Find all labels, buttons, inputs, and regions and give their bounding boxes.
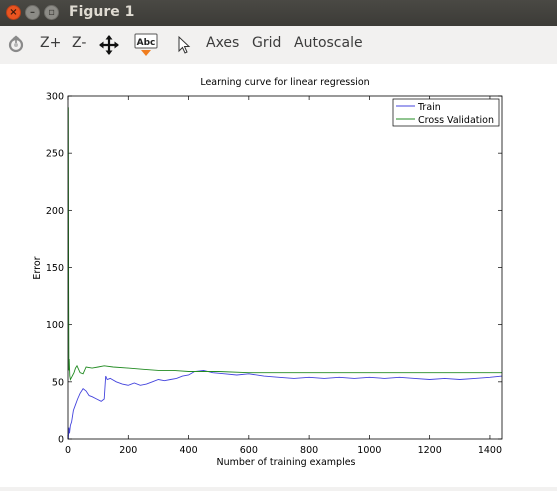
- x-tick-label: 600: [240, 445, 258, 456]
- axes-button[interactable]: Axes: [206, 35, 240, 51]
- figure-toolbar: Z+ Z- Abc Axes Grid Autoscale: [0, 26, 557, 64]
- legend-label-cv: Cross Validation: [418, 115, 494, 126]
- zoom-in-button[interactable]: Z+: [40, 35, 62, 51]
- text-annotation-icon[interactable]: Abc: [134, 33, 158, 57]
- x-axis-label: Number of training examples: [216, 457, 355, 468]
- rotate-icon[interactable]: [6, 35, 26, 55]
- maximize-button[interactable]: ▫: [44, 5, 59, 20]
- plot-area: [67, 95, 503, 440]
- close-button[interactable]: ×: [6, 5, 21, 20]
- y-tick-label: 50: [52, 377, 64, 388]
- x-tick-label: 0: [65, 445, 71, 456]
- y-tick-label: 300: [46, 92, 64, 103]
- pointer-icon[interactable]: [175, 35, 195, 55]
- learning-curve-chart[interactable]: Learning curve for linear regression 0 20…: [0, 64, 557, 487]
- x-tick-label: 200: [119, 445, 137, 456]
- legend: Train Cross Validation: [392, 98, 500, 127]
- x-tick-label: 400: [179, 445, 197, 456]
- x-tick-label: 1400: [478, 445, 502, 456]
- minimize-button[interactable]: –: [25, 5, 40, 20]
- pan-icon[interactable]: [99, 35, 119, 55]
- y-tick-label: 150: [46, 263, 64, 274]
- zoom-out-button[interactable]: Z-: [72, 35, 87, 51]
- legend-label-train: Train: [417, 102, 441, 113]
- y-tick-label: 100: [46, 320, 64, 331]
- x-tick-label: 1200: [418, 445, 442, 456]
- window-titlebar: × – ▫ Figure 1: [0, 0, 557, 26]
- figure-canvas: Learning curve for linear regression 0 20…: [0, 64, 557, 487]
- cross-validation-error-line: [67, 107, 502, 381]
- x-tick-label: 800: [300, 445, 318, 456]
- text-icon-label: Abc: [137, 38, 156, 48]
- grid-button[interactable]: Grid: [252, 35, 282, 51]
- chart-title: Learning curve for linear regression: [200, 77, 369, 88]
- legend-box: [392, 98, 500, 127]
- y-tick-label: 200: [46, 206, 64, 217]
- y-tick-label: 250: [46, 149, 64, 160]
- x-tick-label: 1000: [357, 445, 381, 456]
- y-axis-label: Error: [32, 256, 43, 279]
- autoscale-button[interactable]: Autoscale: [294, 35, 363, 51]
- window-title: Figure 1: [69, 4, 135, 20]
- y-tick-label: 0: [58, 435, 64, 446]
- train-error-line: [67, 369, 503, 440]
